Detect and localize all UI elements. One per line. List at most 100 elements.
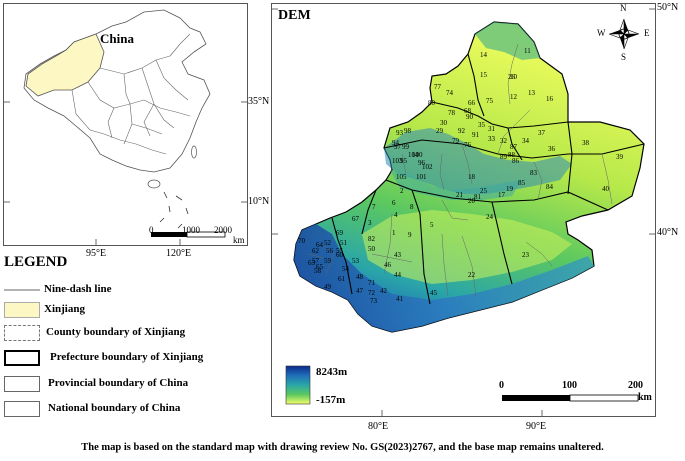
inset-lon-label-120: 120°E — [166, 248, 192, 259]
region-number-44: 44 — [394, 271, 401, 279]
dem-lon-label-90: 90°E — [526, 421, 547, 432]
region-number-85: 85 — [518, 179, 525, 187]
region-number-58: 58 — [314, 267, 321, 275]
region-number-89: 89 — [500, 153, 507, 161]
region-number-50: 50 — [368, 245, 375, 253]
compass-w: W — [597, 28, 606, 38]
region-number-43: 43 — [394, 251, 401, 259]
region-number-83: 83 — [530, 169, 537, 177]
region-number-84: 84 — [546, 183, 553, 191]
inset-title: China — [100, 31, 134, 46]
inset-scale-unit: km — [233, 235, 245, 245]
region-number-71: 71 — [368, 279, 375, 287]
region-number-60: 60 — [336, 251, 343, 259]
region-number-88: 88 — [508, 151, 515, 159]
provincial-boundary-swatch — [4, 376, 40, 392]
region-number-52: 52 — [324, 239, 331, 247]
region-number-78: 78 — [448, 109, 455, 117]
region-number-26: 26 — [508, 73, 515, 81]
region-number-54: 54 — [342, 265, 349, 273]
inset-lat-label-10: 10°N — [248, 196, 270, 207]
region-number-80: 80 — [428, 99, 435, 107]
china-inset-map — [4, 9, 247, 245]
map-caption: The map is based on the standard map wit… — [81, 442, 604, 453]
region-number-15: 15 — [480, 71, 487, 79]
region-number-33: 33 — [488, 135, 495, 143]
prefecture-boundary-swatch — [4, 350, 40, 366]
region-number-1: 1 — [392, 229, 396, 237]
region-number-91: 91 — [472, 131, 479, 139]
region-number-67: 67 — [352, 215, 359, 223]
region-number-14: 14 — [480, 51, 487, 59]
region-number-36: 36 — [548, 145, 555, 153]
region-number-74: 74 — [446, 89, 453, 97]
legend-title: LEGEND — [4, 254, 68, 270]
region-number-76: 76 — [464, 141, 471, 149]
region-number-13: 13 — [528, 89, 535, 97]
inset-scale-tick-1: 1000 — [182, 225, 200, 235]
region-number-72: 72 — [368, 289, 375, 297]
legend-item-xinjiang: Xinjiang — [4, 302, 244, 318]
colorbar-min-label: -157m — [316, 394, 346, 406]
compass-n: N — [620, 3, 627, 13]
region-number-95: 95 — [400, 157, 407, 165]
legend-label: Xinjiang — [44, 303, 85, 315]
region-number-49: 49 — [324, 283, 331, 291]
region-number-21: 21 — [456, 191, 463, 199]
legend-item-prefecture: Prefecture boundary of Xinjiang — [4, 350, 244, 366]
region-number-59: 59 — [324, 257, 331, 265]
region-number-66: 66 — [468, 99, 475, 107]
region-number-82: 82 — [368, 235, 375, 243]
region-number-37: 37 — [538, 129, 545, 137]
region-number-45: 45 — [430, 289, 437, 297]
region-number-79: 79 — [452, 137, 459, 145]
inset-scale-tick-0: 0 — [149, 225, 154, 235]
region-number-99: 99 — [402, 143, 409, 151]
region-number-98: 98 — [404, 127, 411, 135]
dem-title: DEM — [278, 8, 311, 23]
inset-lon-label-95: 95°E — [86, 248, 107, 259]
region-number-34: 34 — [522, 137, 529, 145]
region-number-30: 30 — [440, 119, 447, 127]
region-number-77: 77 — [434, 83, 441, 91]
national-boundary-swatch — [4, 401, 40, 417]
region-number-2: 2 — [400, 187, 404, 195]
region-number-55: 55 — [336, 247, 343, 255]
inset-scale-tick-2: 2000 — [214, 225, 232, 235]
region-number-46: 46 — [384, 261, 391, 269]
region-number-86: 86 — [512, 157, 519, 165]
inset-lat-label-35: 35°N — [248, 96, 270, 107]
region-number-103: 103 — [392, 157, 403, 165]
region-number-51: 51 — [340, 239, 347, 247]
elevation-colorbar — [285, 365, 311, 405]
compass-rose-icon — [608, 18, 640, 50]
region-number-97: 97 — [394, 143, 401, 151]
legend-label: Nine-dash line — [44, 283, 112, 295]
region-number-10: 10 — [510, 73, 517, 81]
region-number-6: 6 — [392, 199, 396, 207]
legend-label: Prefecture boundary of Xinjiang — [50, 351, 204, 363]
region-number-102: 102 — [422, 163, 433, 171]
region-number-31: 31 — [488, 125, 495, 133]
legend-item-provincial: Provincial boundary of China — [4, 376, 244, 392]
inset-map-frame: China 0 1000 2000 km — [3, 3, 248, 246]
region-number-7: 7 — [372, 203, 376, 211]
region-number-68: 68 — [464, 107, 471, 115]
dem-scale-unit: km — [638, 392, 652, 403]
region-number-64: 64 — [316, 241, 323, 249]
region-number-63: 63 — [308, 259, 315, 267]
region-number-69: 69 — [336, 229, 343, 237]
legend-item-county: County boundary of Xinjiang — [4, 325, 244, 341]
region-number-labels: 1 2 3 4 5 6 7 8 9 10 11 12 13 14 15 16 17 18 19 20 21 22 23 24 2… — [272, 4, 655, 416]
region-number-75: 75 — [486, 97, 493, 105]
dem-lon-label-80: 80°E — [368, 421, 389, 432]
xinjiang-region — [25, 33, 105, 97]
dem-scale-tick-2: 200 — [628, 380, 643, 391]
region-number-11: 11 — [524, 47, 531, 55]
region-number-94: 94 — [392, 139, 399, 147]
nine-dash-line-icon — [4, 289, 40, 291]
region-number-12: 12 — [510, 93, 517, 101]
region-number-81: 81 — [474, 193, 481, 201]
region-number-101: 101 — [416, 173, 427, 181]
region-number-18: 18 — [468, 173, 475, 181]
